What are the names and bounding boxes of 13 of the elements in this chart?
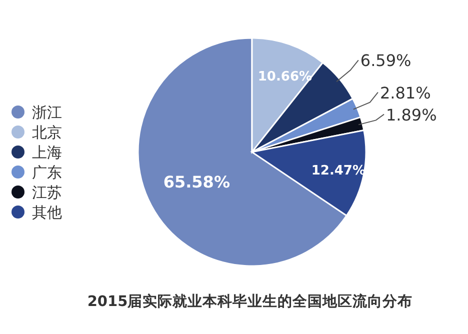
text: 2015届实际就业本科毕业生的全国地区流向分布 [87,292,413,310]
legend-label: 江苏 [32,184,62,202]
legend-label: 浙江 [32,104,62,122]
legend-label: 北京 [32,124,62,142]
data-label: 12.47% [311,163,366,178]
legend-label: 上海 [32,144,62,162]
data-label: 1.89% [386,105,437,124]
data-label: 6.59% [360,51,412,70]
legend-label: 其他 [32,204,62,222]
data-label: 65.58% [163,172,230,192]
data-label: 2.81% [380,83,431,102]
legend-label: 广东 [32,164,62,182]
data-label: 10.66% [258,69,312,84]
